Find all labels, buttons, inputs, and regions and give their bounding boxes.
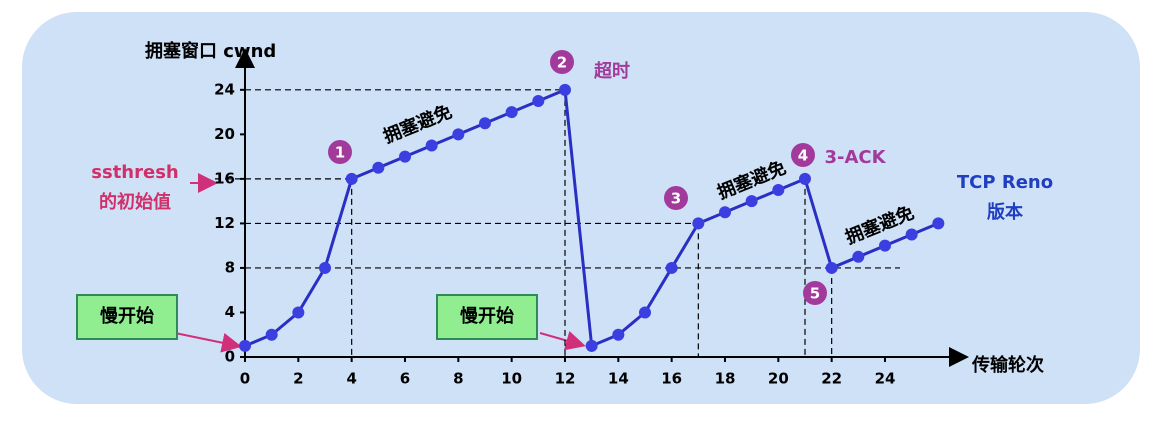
point: [559, 83, 571, 96]
marker-label: 3: [671, 190, 681, 208]
x-tick-label: 8: [453, 370, 463, 388]
point: [772, 184, 785, 197]
point: [239, 339, 251, 352]
marker-circle: [328, 140, 352, 164]
annotation: 版本: [987, 201, 1023, 223]
annotation: ssthresh: [91, 162, 178, 183]
point: [452, 128, 465, 141]
point: [879, 239, 891, 252]
point: [265, 328, 278, 341]
annotation: 超时: [594, 60, 630, 82]
point: [745, 195, 758, 208]
marker-circle: [550, 50, 574, 74]
point: [479, 117, 491, 130]
marker-label: 4: [798, 147, 808, 165]
y-tick-label: 24: [214, 80, 235, 98]
point: [505, 106, 518, 119]
label-box: [436, 294, 538, 340]
marker-label: 5: [810, 285, 820, 303]
point: [425, 139, 438, 152]
y-tick-label: 8: [225, 258, 235, 276]
point: [585, 339, 598, 352]
annotation: 慢开始: [100, 305, 154, 327]
y-tick-label: 12: [214, 214, 235, 232]
x-tick-label: 24: [875, 370, 896, 388]
x-tick-label: 18: [715, 370, 736, 388]
point: [612, 328, 625, 341]
y-tick-label: 16: [214, 169, 235, 187]
marker-circle: [791, 143, 815, 167]
y-axis-label: 拥塞窗口 cwnd: [145, 40, 276, 62]
point: [719, 206, 731, 219]
x-tick-label: 14: [608, 370, 629, 388]
point: [292, 306, 305, 319]
point: [692, 217, 705, 230]
x-tick-label: 0: [240, 370, 250, 388]
marker-label: 1: [335, 144, 345, 162]
x-tick-label: 20: [768, 370, 789, 388]
y-tick-label: 4: [225, 303, 235, 321]
annotation: 慢开始: [460, 305, 514, 327]
x-axis-label: 传输轮次: [971, 354, 1044, 376]
marker-circle: [664, 186, 688, 210]
marker-circle: [803, 281, 827, 305]
point: [372, 161, 385, 174]
x-tick-label: 12: [555, 370, 576, 388]
point: [825, 261, 838, 274]
point: [399, 150, 411, 163]
x-tick-label: 10: [501, 370, 522, 388]
point: [345, 172, 358, 185]
x-tick-label: 22: [821, 370, 842, 388]
point: [852, 250, 865, 263]
y-tick-label: 20: [214, 125, 235, 143]
annotation: 3-ACK: [824, 147, 886, 168]
x-tick-label: 4: [346, 370, 356, 388]
annotation: TCP Reno: [957, 172, 1053, 193]
x-tick-label: 16: [661, 370, 682, 388]
arrow: [174, 332, 242, 353]
point: [665, 261, 678, 274]
arrow: [539, 330, 586, 351]
point: [905, 228, 918, 241]
point: [319, 261, 331, 274]
point: [799, 172, 811, 185]
marker-label: 2: [557, 54, 567, 72]
annotation: 的初始值: [99, 191, 171, 213]
point: [532, 94, 545, 107]
x-tick-label: 2: [293, 370, 303, 388]
y-tick-label: 0: [225, 348, 235, 366]
label-box: [76, 294, 178, 340]
point: [932, 217, 945, 230]
x-tick-label: 6: [400, 370, 410, 388]
point: [639, 306, 651, 319]
